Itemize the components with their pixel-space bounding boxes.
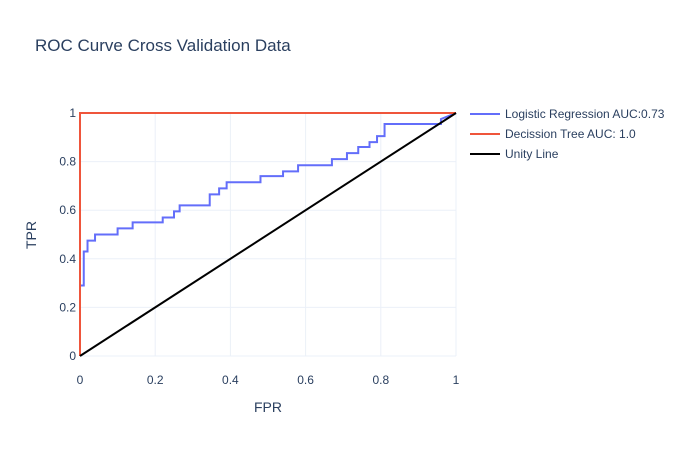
y-tick-label: 1	[69, 106, 76, 120]
y-tick-label: 0.2	[59, 300, 76, 314]
series-line-logistic-regression-auc-0-73	[79, 112, 457, 356]
y-tick-label: 0.8	[59, 155, 76, 169]
chart-title: ROC Curve Cross Validation Data	[35, 36, 291, 55]
x-tick-label: 0	[77, 373, 84, 387]
x-axis-label: FPR	[254, 399, 282, 415]
legend-label[interactable]: Decission Tree AUC: 1.0	[505, 127, 636, 141]
y-tick-label: 0.4	[59, 252, 76, 266]
x-tick-label: 0.2	[147, 373, 164, 387]
series-line-unity-line	[79, 112, 457, 357]
legend-label[interactable]: Unity Line	[505, 147, 559, 161]
x-tick-label: 0.8	[372, 373, 389, 387]
x-tick-label: 0.4	[222, 373, 239, 387]
tick-layer: 0 0.2 0.4 0.6 0.8 1 0 0.2 0.4 0.6 0.8 1	[59, 106, 459, 387]
x-tick-label: 1	[453, 373, 460, 387]
legend-label[interactable]: Logistic Regression AUC:0.73	[505, 107, 665, 121]
x-tick-label: 0.6	[297, 373, 314, 387]
legend[interactable]: Logistic Regression AUC:0.73 Decission Tr…	[470, 107, 665, 161]
series-line-decission-tree-auc-1-0	[79, 112, 456, 356]
y-tick-label: 0.6	[59, 203, 76, 217]
y-axis-label: TPR	[23, 221, 39, 249]
series-layer	[79, 112, 457, 357]
y-tick-label: 0	[69, 349, 76, 363]
